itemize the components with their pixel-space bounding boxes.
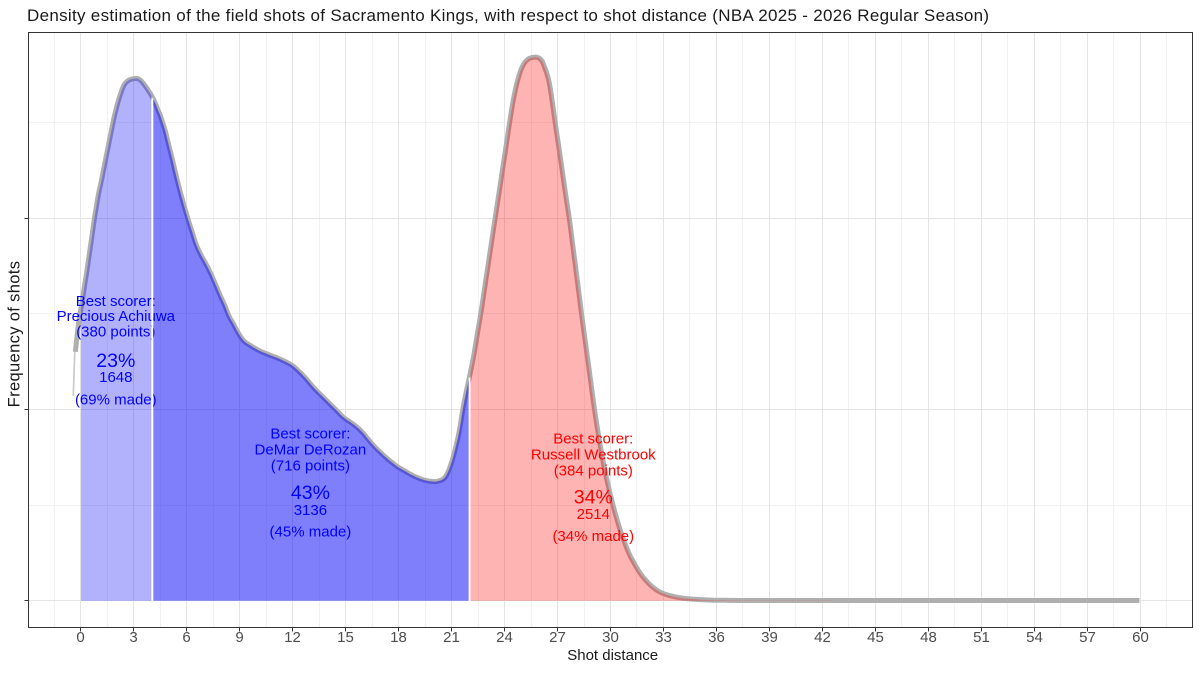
svg-text:Shot distance: Shot distance bbox=[567, 647, 658, 664]
svg-text:Frequency of shots: Frequency of shots bbox=[6, 261, 24, 408]
svg-text:Best scorer:: Best scorer: bbox=[270, 425, 350, 442]
svg-text:48: 48 bbox=[920, 629, 937, 646]
svg-text:21: 21 bbox=[443, 629, 460, 646]
svg-text:24: 24 bbox=[496, 629, 513, 646]
svg-text:(45% made): (45% made) bbox=[270, 524, 352, 541]
svg-text:(69% made): (69% made) bbox=[75, 391, 157, 408]
svg-text:12: 12 bbox=[284, 629, 301, 646]
svg-text:15: 15 bbox=[337, 629, 354, 646]
svg-text:57: 57 bbox=[1079, 629, 1096, 646]
svg-text:(384 points): (384 points) bbox=[554, 462, 633, 479]
svg-text:3136: 3136 bbox=[294, 502, 327, 519]
svg-text:Russell Westbrook: Russell Westbrook bbox=[531, 446, 656, 463]
svg-text:(34% made): (34% made) bbox=[552, 528, 634, 545]
svg-text:60: 60 bbox=[1132, 629, 1149, 646]
svg-text:DeMar DeRozan: DeMar DeRozan bbox=[255, 442, 367, 459]
svg-text:23%: 23% bbox=[96, 350, 135, 372]
svg-text:0: 0 bbox=[76, 629, 84, 646]
svg-text:(380 points): (380 points) bbox=[76, 323, 155, 340]
svg-text:Best scorer:: Best scorer: bbox=[553, 430, 633, 447]
svg-text:2514: 2514 bbox=[577, 506, 610, 523]
svg-text:39: 39 bbox=[761, 629, 778, 646]
svg-text:Precious Achiuwa: Precious Achiuwa bbox=[57, 308, 176, 325]
svg-text:42: 42 bbox=[814, 629, 831, 646]
svg-text:33: 33 bbox=[655, 629, 672, 646]
svg-text:9: 9 bbox=[235, 629, 243, 646]
svg-text:Best scorer:: Best scorer: bbox=[76, 293, 156, 310]
svg-text:45: 45 bbox=[867, 629, 884, 646]
svg-text:30: 30 bbox=[602, 629, 619, 646]
svg-text:Density estimation of the fiel: Density estimation of the field shots of… bbox=[27, 6, 989, 25]
svg-text:34%: 34% bbox=[574, 487, 613, 509]
svg-text:6: 6 bbox=[182, 629, 190, 646]
svg-text:1648: 1648 bbox=[99, 369, 132, 386]
svg-text:43%: 43% bbox=[291, 482, 330, 504]
svg-text:54: 54 bbox=[1026, 629, 1043, 646]
svg-text:27: 27 bbox=[549, 629, 566, 646]
svg-text:36: 36 bbox=[708, 629, 725, 646]
svg-text:3: 3 bbox=[129, 629, 137, 646]
svg-text:18: 18 bbox=[390, 629, 407, 646]
svg-text:(716 points): (716 points) bbox=[271, 458, 350, 475]
svg-text:51: 51 bbox=[973, 629, 990, 646]
